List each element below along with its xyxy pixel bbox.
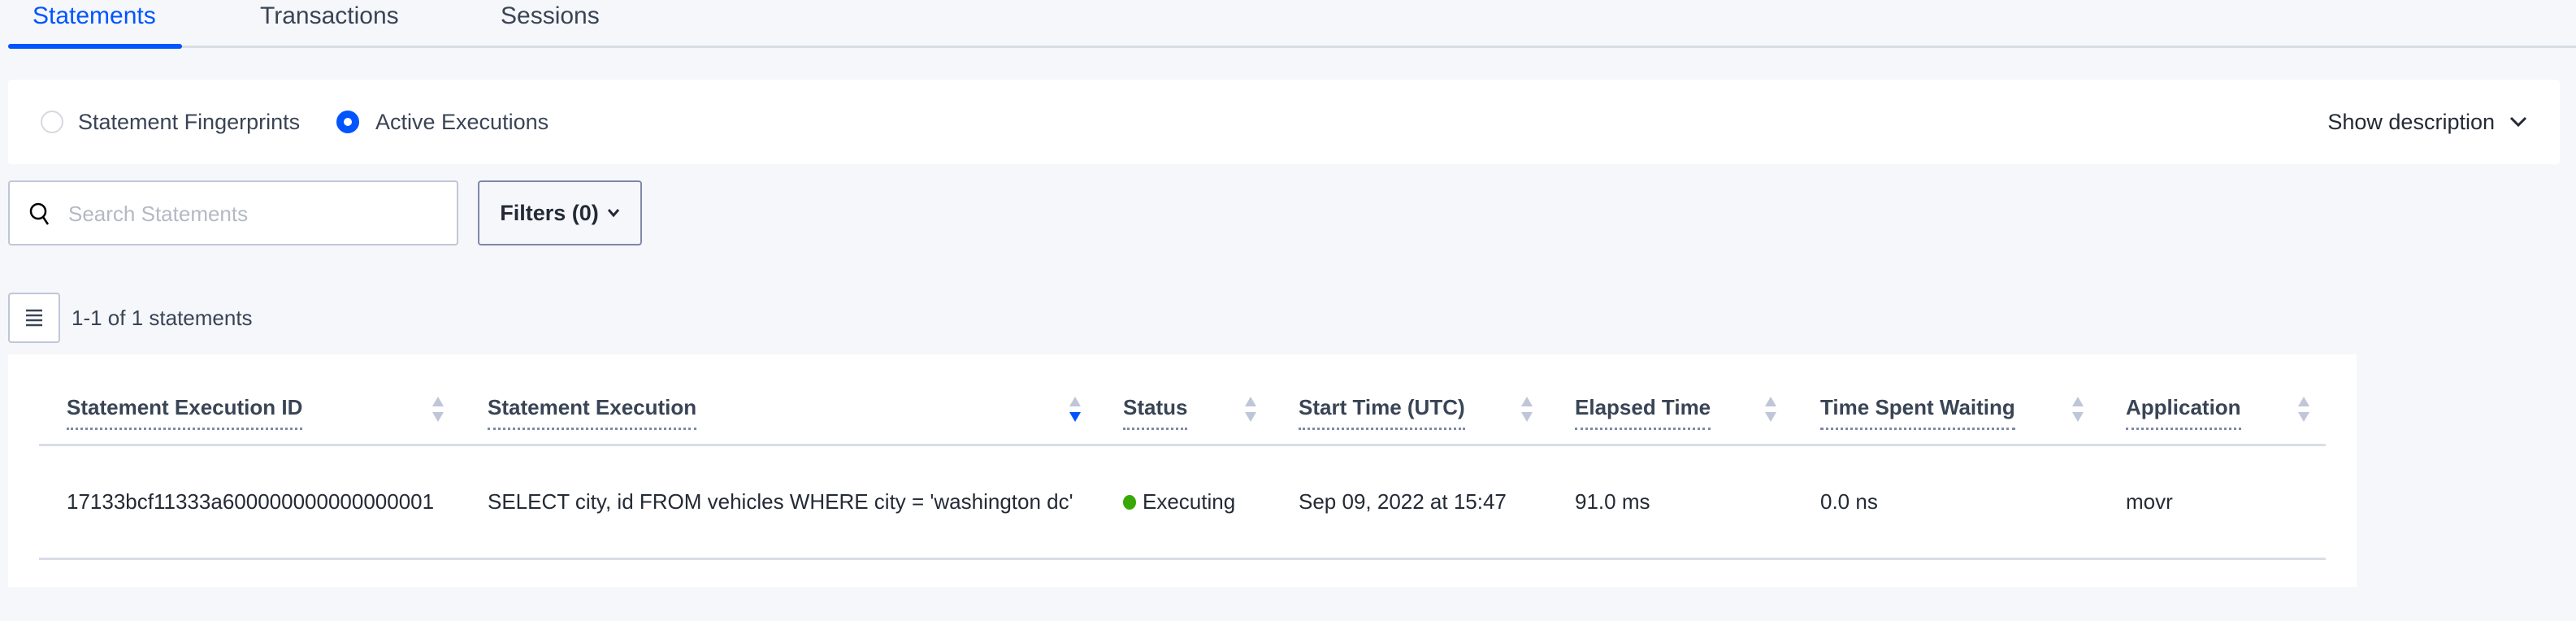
search-icon — [29, 202, 50, 225]
sort-icon[interactable] — [1068, 397, 1082, 427]
sort-icon[interactable] — [1243, 397, 1258, 427]
sort-icon[interactable] — [431, 397, 445, 427]
cell-elapsed-time: 91.0 ms — [1575, 489, 1650, 514]
sort-icon[interactable] — [2071, 397, 2085, 427]
list-icon — [26, 309, 42, 327]
status-text: Executing — [1143, 489, 1236, 514]
radio-label-statement-fingerprints[interactable]: Statement Fingerprints — [78, 110, 301, 134]
cell-time-spent-waiting: 0.0 ns — [1820, 489, 1878, 514]
column-header-time-spent-waiting[interactable]: Time Spent Waiting — [1820, 393, 2015, 430]
tab-sessions[interactable]: Sessions — [501, 2, 600, 29]
chevron-down-icon — [607, 209, 619, 218]
filters-label: Filters (0) — [500, 200, 599, 225]
radio-statement-fingerprints[interactable] — [41, 111, 63, 133]
show-description-toggle[interactable]: Show description — [2327, 107, 2527, 137]
search-box[interactable] — [8, 180, 458, 245]
cell-start-time: Sep 09, 2022 at 15:47 — [1299, 489, 1507, 514]
view-toggle-panel: Statement Fingerprints Active Executions… — [8, 80, 2560, 164]
cell-execution-id[interactable]: 17133bcf11333a600000000000000001 — [67, 489, 435, 514]
column-header-statement-execution[interactable]: Statement Execution — [488, 393, 697, 430]
radio-active-executions[interactable] — [336, 111, 359, 133]
filters-button[interactable]: Filters (0) — [478, 180, 642, 245]
tab-statements[interactable]: Statements — [33, 2, 156, 29]
sort-icon[interactable] — [1520, 397, 1534, 427]
active-tab-indicator — [8, 44, 182, 49]
sort-icon[interactable] — [1763, 397, 1778, 427]
sort-icon[interactable] — [2296, 397, 2311, 427]
radio-label-active-executions[interactable]: Active Executions — [375, 110, 549, 134]
chevron-down-icon — [2509, 116, 2527, 128]
cell-status: Executing — [1123, 488, 1235, 515]
tab-divider — [8, 46, 2576, 48]
cell-statement[interactable]: SELECT city, id FROM vehicles WHERE city… — [488, 489, 1073, 514]
status-executing-icon — [1123, 495, 1136, 510]
column-header-statement-execution-id[interactable]: Statement Execution ID — [67, 393, 303, 430]
column-header-elapsed-time[interactable]: Elapsed Time — [1575, 393, 1711, 430]
column-selector-button[interactable] — [8, 293, 60, 343]
show-description-label: Show description — [2327, 110, 2495, 134]
column-header-application[interactable]: Application — [2126, 393, 2241, 430]
search-input[interactable] — [67, 198, 444, 229]
cell-application: movr — [2126, 489, 2173, 514]
tab-transactions[interactable]: Transactions — [260, 2, 399, 29]
statements-table: Statement Execution ID Statement Executi… — [8, 354, 2357, 587]
row-divider — [39, 558, 2326, 560]
column-header-status[interactable]: Status — [1123, 393, 1188, 430]
result-count: 1-1 of 1 statements — [72, 306, 253, 330]
column-header-start-time[interactable]: Start Time (UTC) — [1299, 393, 1465, 430]
header-divider — [39, 444, 2326, 446]
